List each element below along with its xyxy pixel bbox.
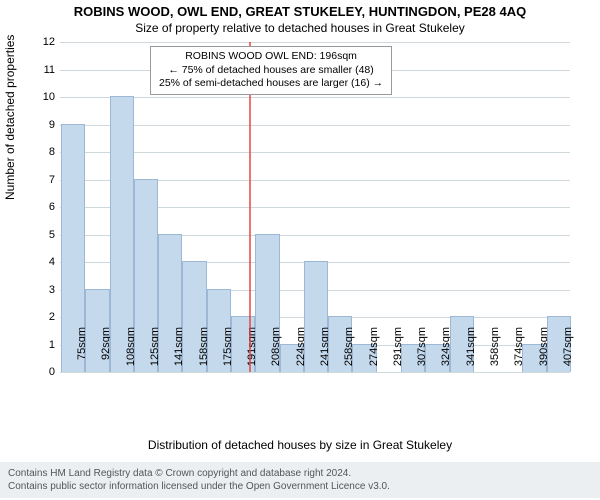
x-tick-label: 341sqm (465, 327, 477, 377)
legend-line3: 25% of semi-detached houses are larger (… (159, 77, 383, 91)
footer-line1: Contains HM Land Registry data © Crown c… (8, 467, 592, 480)
y-tick-label: 10 (25, 91, 55, 103)
legend-line1: ROBINS WOOD OWL END: 196sqm (159, 50, 383, 64)
y-tick-label: 6 (25, 201, 55, 213)
x-tick-label: 407sqm (562, 327, 574, 377)
y-tick-label: 5 (25, 229, 55, 241)
x-axis-label: Distribution of detached houses by size … (0, 438, 600, 452)
chart-area: ROBINS WOOD OWL END: 196sqm ← 75% of det… (60, 42, 570, 372)
legend-line2: ← 75% of detached houses are smaller (48… (159, 64, 383, 78)
y-tick-label: 7 (25, 174, 55, 186)
footer-line2: Contains public sector information licen… (8, 480, 592, 493)
y-tick-label: 9 (25, 119, 55, 131)
y-tick-label: 3 (25, 284, 55, 296)
x-tick-label: 358sqm (489, 327, 501, 377)
page-title: ROBINS WOOD, OWL END, GREAT STUKELEY, HU… (0, 0, 600, 19)
y-tick-label: 2 (25, 311, 55, 323)
gridline (60, 125, 570, 126)
y-tick-label: 12 (25, 36, 55, 48)
y-tick-label: 0 (25, 366, 55, 378)
y-tick-label: 4 (25, 256, 55, 268)
subtitle: Size of property relative to detached ho… (0, 19, 600, 37)
y-axis-label: Number of detached properties (3, 35, 17, 200)
chart-legend: ROBINS WOOD OWL END: 196sqm ← 75% of det… (150, 46, 392, 95)
footer: Contains HM Land Registry data © Crown c… (0, 462, 600, 498)
y-tick-label: 11 (25, 64, 55, 76)
gridline (60, 152, 570, 153)
y-tick-label: 1 (25, 339, 55, 351)
plot-region: ROBINS WOOD OWL END: 196sqm ← 75% of det… (60, 42, 570, 372)
gridline (60, 97, 570, 98)
x-tick-label: 274sqm (368, 327, 380, 377)
gridline (60, 42, 570, 43)
y-tick-label: 8 (25, 146, 55, 158)
